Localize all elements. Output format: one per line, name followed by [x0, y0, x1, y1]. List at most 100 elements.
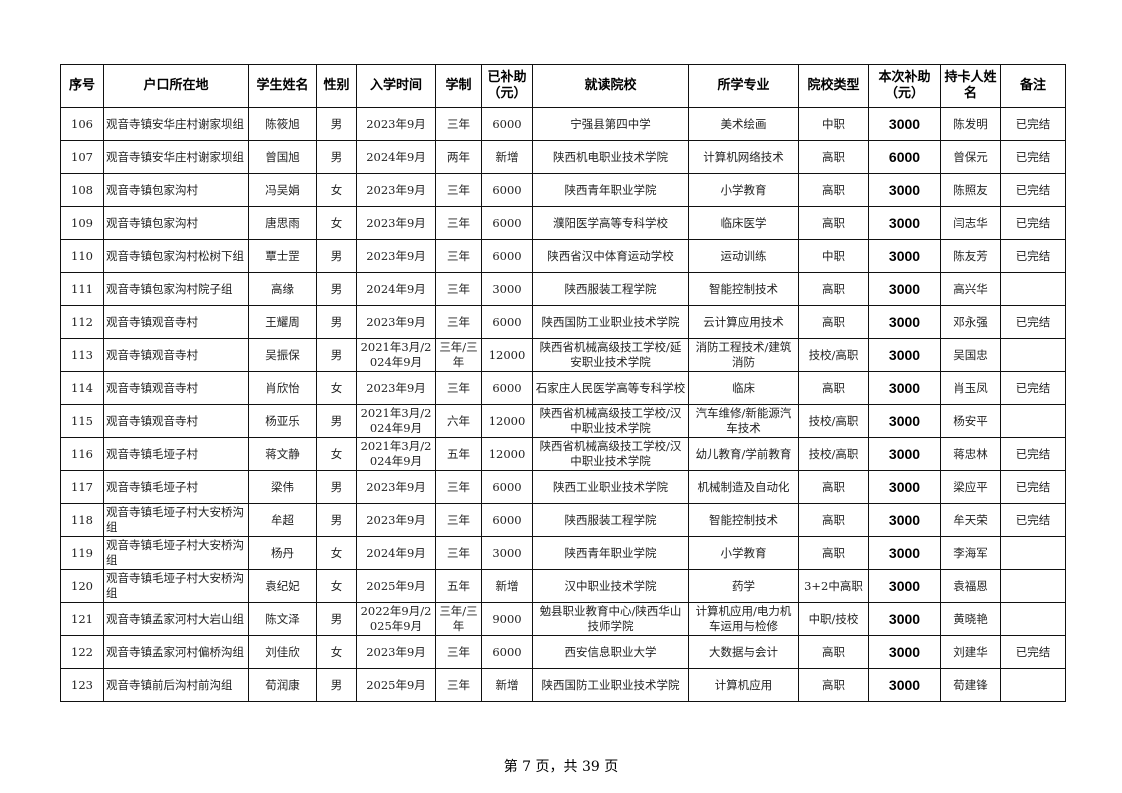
- cell-school-type: 中职/技校: [798, 602, 869, 636]
- cell-gender: 女: [316, 206, 357, 240]
- cell-subsidized-amount: 6000: [481, 239, 533, 273]
- table-row: 116 观音寺镇毛垭子村 蒋文静女 2021年3月/2024年9月 五年 12000 陕西省…: [60, 437, 1066, 471]
- cell-student-name: 冯吴娟: [248, 173, 317, 207]
- cell-current-subsidy: 3000: [868, 470, 941, 504]
- cell-major: 计算机应用/电力机车运用与检修: [688, 602, 799, 636]
- cell-remarks: [1000, 569, 1066, 603]
- cell-program-length: 三年/三年: [435, 338, 482, 372]
- cell-student-name: 杨亚乐: [248, 404, 317, 438]
- table-row: 107 观音寺镇安华庄村谢家坝组 曾国旭男 2024年9月 两年 新增 陕西机电职业技术学院…: [60, 140, 1066, 174]
- table-row: 111 观音寺镇包家沟村院子组 高缘男 2024年9月 三年 3000 陕西服装工程学院 智能…: [60, 272, 1066, 306]
- cell-enrollment-date: 2023年9月: [356, 470, 436, 504]
- cell-enrollment-date: 2023年9月: [356, 206, 436, 240]
- cell-enrollment-date: 2024年9月: [356, 536, 436, 570]
- cell-gender: 男: [316, 140, 357, 174]
- cell-remarks: [1000, 272, 1066, 306]
- cell-school-type: 高职: [798, 668, 869, 702]
- cell-school-type: 高职: [798, 503, 869, 537]
- cell-school-type: 高职: [798, 305, 869, 339]
- cell-subsidized-amount: 6000: [481, 503, 533, 537]
- cell-major: 临床医学: [688, 206, 799, 240]
- header-gender: 性别: [316, 64, 357, 108]
- cell-enrollment-date: 2023年9月: [356, 503, 436, 537]
- cell-school: 陕西省机械高级技工学校/延安职业技术学院: [532, 338, 689, 372]
- table-row: 110 观音寺镇包家沟村松树下组 覃士罡男 2023年9月 三年 6000 陕西省汉中体育运…: [60, 239, 1066, 273]
- cell-household-location: 观音寺镇安华庄村谢家坝组: [103, 107, 249, 141]
- cell-current-subsidy: 3000: [868, 569, 941, 603]
- header-subsidized-amount: 已补助（元）: [481, 64, 533, 108]
- cell-gender: 女: [316, 536, 357, 570]
- cell-remarks: 已完结: [1000, 437, 1066, 471]
- cell-school-type: 3+2中高职: [798, 569, 869, 603]
- cell-program-length: 三年: [435, 107, 482, 141]
- header-enrollment-date: 入学时间: [356, 64, 436, 108]
- cell-student-name: 刘佳欣: [248, 635, 317, 669]
- cell-student-name: 陈文泽: [248, 602, 317, 636]
- cell-enrollment-date: 2023年9月: [356, 305, 436, 339]
- cell-student-name: 肖欣怡: [248, 371, 317, 405]
- cell-cardholder-name: 陈照友: [940, 173, 1001, 207]
- cell-school-type: 高职: [798, 272, 869, 306]
- cell-student-name: 梁伟: [248, 470, 317, 504]
- cell-subsidized-amount: 12000: [481, 404, 533, 438]
- cell-gender: 女: [316, 371, 357, 405]
- cell-school-type: 高职: [798, 173, 869, 207]
- cell-subsidized-amount: 12000: [481, 338, 533, 372]
- cell-school-type: 中职: [798, 239, 869, 273]
- cell-major: 计算机网络技术: [688, 140, 799, 174]
- cell-cardholder-name: 黄晓艳: [940, 602, 1001, 636]
- table-header-row: 序号 户口所在地 学生姓名 性别 入学时间 学制 已补助（元） 就读院校 所学专业 院校类型 本次补…: [60, 64, 1066, 108]
- cell-school-type: 技校/高职: [798, 404, 869, 438]
- cell-program-length: 三年: [435, 206, 482, 240]
- cell-student-name: 吴振保: [248, 338, 317, 372]
- cell-school-type: 高职: [798, 536, 869, 570]
- cell-household-location: 观音寺镇毛垭子村: [103, 437, 249, 471]
- cell-enrollment-date: 2021年3月/2024年9月: [356, 404, 436, 438]
- cell-household-location: 观音寺镇包家沟村院子组: [103, 272, 249, 306]
- cell-remarks: [1000, 338, 1066, 372]
- cell-current-subsidy: 6000: [868, 140, 941, 174]
- cell-subsidized-amount: 6000: [481, 635, 533, 669]
- cell-school-type: 技校/高职: [798, 437, 869, 471]
- cell-index: 121: [60, 602, 104, 636]
- cell-current-subsidy: 3000: [868, 602, 941, 636]
- cell-index: 114: [60, 371, 104, 405]
- subsidy-table: 序号 户口所在地 学生姓名 性别 入学时间 学制 已补助（元） 就读院校 所学专业 院校类型 本次补…: [60, 64, 1066, 702]
- cell-school: 陕西国防工业职业技术学院: [532, 668, 689, 702]
- cell-major: 临床: [688, 371, 799, 405]
- cell-remarks: 已完结: [1000, 206, 1066, 240]
- cell-current-subsidy: 3000: [868, 239, 941, 273]
- cell-subsidized-amount: 6000: [481, 470, 533, 504]
- cell-enrollment-date: 2021年3月/2024年9月: [356, 338, 436, 372]
- cell-subsidized-amount: 新增: [481, 140, 533, 174]
- cell-subsidized-amount: 6000: [481, 107, 533, 141]
- cell-gender: 女: [316, 635, 357, 669]
- cell-gender: 女: [316, 569, 357, 603]
- cell-major: 小学教育: [688, 536, 799, 570]
- cell-cardholder-name: 杨安平: [940, 404, 1001, 438]
- cell-household-location: 观音寺镇包家沟村: [103, 206, 249, 240]
- cell-major: 智能控制技术: [688, 503, 799, 537]
- table-row: 109 观音寺镇包家沟村 唐思雨女 2023年9月 三年 6000 濮阳医学高等专科学校 临床…: [60, 206, 1066, 240]
- cell-index: 115: [60, 404, 104, 438]
- cell-program-length: 三年: [435, 272, 482, 306]
- cell-subsidized-amount: 3000: [481, 272, 533, 306]
- header-school-type: 院校类型: [798, 64, 869, 108]
- cell-remarks: 已完结: [1000, 503, 1066, 537]
- cell-school: 勉县职业教育中心/陕西华山技师学院: [532, 602, 689, 636]
- cell-school-type: 高职: [798, 635, 869, 669]
- cell-school: 陕西省汉中体育运动学校: [532, 239, 689, 273]
- cell-major: 幼儿教育/学前教育: [688, 437, 799, 471]
- cell-program-length: 三年: [435, 305, 482, 339]
- cell-remarks: [1000, 536, 1066, 570]
- cell-program-length: 三年/三年: [435, 602, 482, 636]
- cell-index: 112: [60, 305, 104, 339]
- cell-school: 陕西省机械高级技工学校/汉中职业技术学院: [532, 437, 689, 471]
- cell-major: 汽车维修/新能源汽车技术: [688, 404, 799, 438]
- cell-remarks: [1000, 602, 1066, 636]
- cell-household-location: 观音寺镇安华庄村谢家坝组: [103, 140, 249, 174]
- cell-current-subsidy: 3000: [868, 437, 941, 471]
- cell-major: 计算机应用: [688, 668, 799, 702]
- cell-major: 运动训练: [688, 239, 799, 273]
- cell-current-subsidy: 3000: [868, 668, 941, 702]
